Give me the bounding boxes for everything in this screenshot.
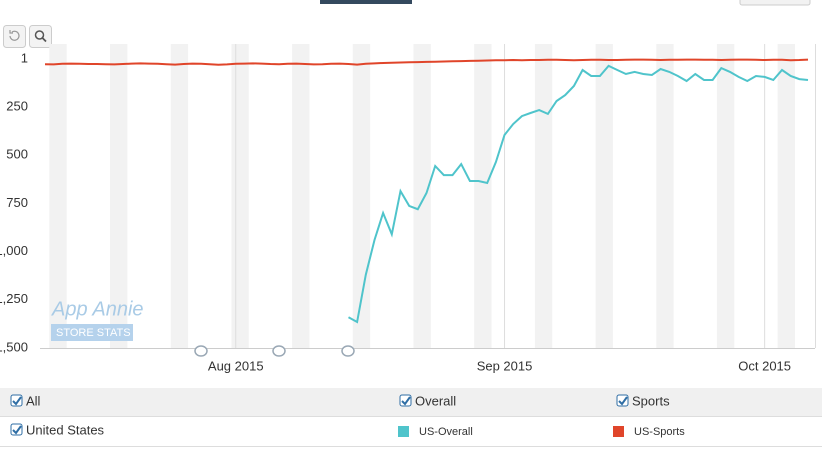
legend-label: US-Sports — [634, 426, 685, 438]
y-tick-label: 500 — [6, 147, 28, 162]
x-tick-label: Oct 2015 — [738, 358, 791, 373]
weekend-band — [777, 44, 795, 348]
weekend-band — [595, 44, 613, 348]
zoom-icon — [34, 30, 45, 40]
filter-label: All — [26, 393, 41, 408]
checkmark — [618, 396, 628, 406]
reset-button[interactable] — [3, 25, 26, 48]
series-line — [44, 58, 809, 66]
y-tick-label: 1,000 — [0, 243, 28, 258]
annotation-icon[interactable] — [272, 345, 286, 357]
zoom-icon-handle — [41, 37, 47, 43]
y-tick-label: 750 — [6, 195, 28, 210]
weekend-band — [413, 44, 431, 348]
top-buttons[interactable] — [739, 0, 811, 6]
weekend-band — [49, 44, 67, 348]
weekend-band — [292, 44, 310, 348]
y-tick-label: 1,250 — [0, 291, 28, 306]
annotation-icon[interactable] — [341, 345, 355, 357]
weekend-band — [170, 44, 189, 348]
filter-label: Overall — [415, 393, 456, 408]
y-tick-label: 250 — [6, 98, 28, 113]
series-line — [348, 64, 809, 324]
watermark-box — [51, 324, 133, 341]
plot-area — [40, 44, 816, 349]
weekend-band — [110, 44, 128, 348]
reset-icon — [9, 30, 20, 41]
filter-label: United States — [26, 422, 105, 437]
tab-indicator — [320, 0, 412, 4]
legend-swatch — [613, 426, 624, 437]
watermark-tag: STORE STATS — [56, 327, 131, 339]
x-tick-label: Aug 2015 — [208, 358, 264, 373]
weekend-band — [656, 44, 674, 348]
checkmark — [401, 396, 411, 406]
weekend-band — [534, 44, 553, 348]
checkmark — [12, 425, 22, 435]
weekend-band — [716, 44, 735, 348]
filters: All Overall Sports United States US-Overall U… — [10, 393, 685, 438]
zoom-button[interactable] — [29, 25, 52, 48]
watermark-brand: App Annie — [51, 298, 144, 320]
checkmark — [12, 396, 22, 406]
weekend-band — [474, 44, 492, 348]
annotation-icon[interactable] — [194, 345, 208, 357]
y-tick-label: 1 — [21, 50, 28, 65]
y-tick-label: 1,500 — [0, 339, 28, 354]
x-tick-label: Sep 2015 — [477, 358, 533, 373]
weekend-band — [231, 44, 249, 348]
filter-label: Sports — [632, 393, 670, 408]
legend-swatch — [398, 426, 409, 437]
legend-label: US-Overall — [419, 426, 473, 438]
